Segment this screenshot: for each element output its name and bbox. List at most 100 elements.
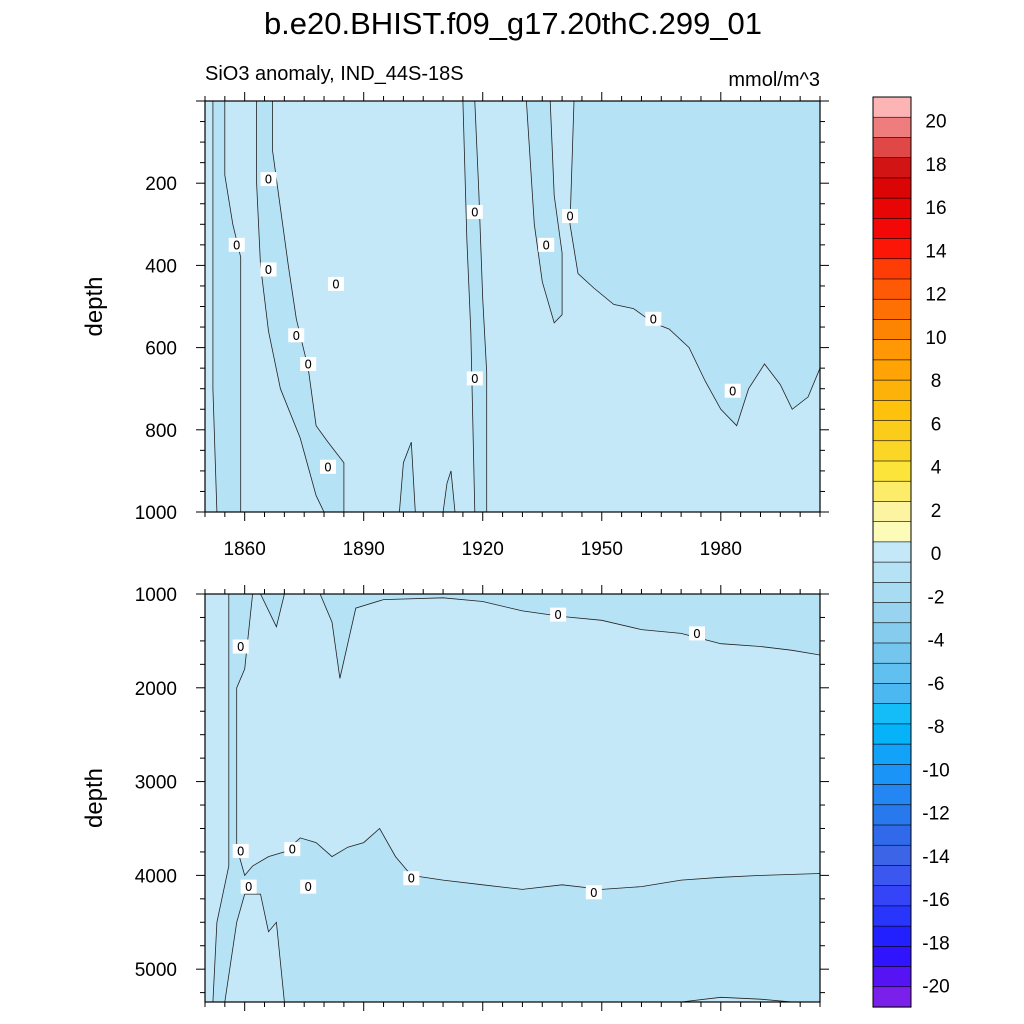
colorbar-box-42 <box>872 946 912 968</box>
y-tick-label-lower-1: 2000 <box>135 679 177 700</box>
colorbar-label-19: -18 <box>922 933 949 954</box>
colorbar-label-14: -8 <box>928 717 945 738</box>
colorbar-box-32 <box>872 743 912 765</box>
colorbar-label-11: -2 <box>928 587 945 608</box>
colorbar-box-20 <box>872 501 912 523</box>
chart-title: b.e20.BHIST.f09_g17.20thC.299_01 <box>264 6 762 41</box>
colorbar-box-4 <box>872 177 912 199</box>
svg-text:0: 0 <box>408 872 416 886</box>
colorbar-box-9 <box>872 278 912 300</box>
colorbar-box-14 <box>872 379 912 401</box>
colorbar-label-9: 2 <box>931 501 942 522</box>
colorbar-box-44 <box>872 986 912 1008</box>
colorbar-box-37 <box>872 844 912 867</box>
negative-region-upper-4 <box>462 101 488 512</box>
colorbar-box-43 <box>872 966 912 988</box>
contour-label-lower-2: 0 <box>232 843 249 858</box>
colorbar-box-13 <box>872 359 912 381</box>
colorbar-box-15 <box>872 400 912 422</box>
colorbar-label-20: -20 <box>922 977 949 998</box>
colorbar-box-8 <box>872 258 912 280</box>
colorbar-label-12: -4 <box>928 631 945 652</box>
y-tick-label-upper-3: 800 <box>145 421 177 442</box>
contour-label-lower-4: 0 <box>300 879 317 894</box>
colorbar-box-3 <box>872 157 912 179</box>
colorbar-box-19 <box>872 480 912 503</box>
colorbar-label-1: 18 <box>925 155 946 176</box>
svg-text:0: 0 <box>542 238 550 252</box>
x-tick-label-1: 1890 <box>343 539 385 560</box>
svg-text:0: 0 <box>265 173 273 187</box>
contour-label-upper-2: 0 <box>260 262 277 277</box>
colorbar-label-2: 16 <box>925 198 946 219</box>
svg-text:0: 0 <box>693 627 701 641</box>
contour-label-upper-11: 0 <box>724 383 741 398</box>
colorbar-label-8: 4 <box>931 458 942 479</box>
colorbar-box-5 <box>872 197 912 219</box>
svg-text:0: 0 <box>729 384 737 398</box>
colorbar-label-15: -10 <box>922 760 949 781</box>
svg-text:0: 0 <box>650 312 658 326</box>
contour-label-lower-0: 0 <box>232 639 249 654</box>
colorbar-box-23 <box>872 561 912 583</box>
y-tick-label-upper-1: 400 <box>145 256 177 277</box>
colorbar-box-18 <box>872 460 912 482</box>
svg-text:0: 0 <box>292 329 300 343</box>
colorbar-box-6 <box>872 218 912 240</box>
contour-label-lower-1: 0 <box>284 842 301 857</box>
y-tick-label-lower-2: 3000 <box>135 773 177 794</box>
colorbar-box-38 <box>872 865 912 887</box>
colorbar-label-5: 10 <box>925 328 946 349</box>
contour-label-lower-6: 0 <box>585 885 602 900</box>
colorbar-box-1 <box>872 116 912 139</box>
panel-lower: 0 0 0 0 0 0 0 0 0 1000 2000 3000 4000 5000 depth <box>81 585 829 1011</box>
y-tick-label-upper-4: 1000 <box>135 503 177 524</box>
y-tick-label-upper-0: 200 <box>145 174 177 195</box>
colorbar-box-27 <box>872 642 912 664</box>
contour-label-lower-8: 0 <box>689 626 705 641</box>
contour-label-upper-9: 0 <box>466 371 483 386</box>
colorbar-box-25 <box>872 602 912 624</box>
negative-region-upper-5 <box>525 101 563 324</box>
contour-label-lower-7: 0 <box>550 607 567 622</box>
svg-text:0: 0 <box>324 460 332 474</box>
colorbar-box-34 <box>872 784 912 806</box>
svg-text:0: 0 <box>590 886 598 900</box>
negative-region-upper-3 <box>442 470 456 512</box>
y-axis-label-upper: depth <box>81 276 108 336</box>
panel-frame-lower <box>204 593 821 1003</box>
colorbar-label-16: -12 <box>922 804 949 825</box>
contour-label-lower-5: 0 <box>403 871 420 886</box>
colorbar-box-21 <box>872 521 912 543</box>
contour-label-upper-1: 0 <box>260 172 277 187</box>
contour-label-upper-10: 0 <box>645 311 662 326</box>
contour-label-upper-4: 0 <box>466 204 483 219</box>
negative-region-lower-0 <box>212 594 820 1002</box>
contour-label-upper-12: 0 <box>320 459 336 474</box>
colorbar-box-0 <box>872 96 912 118</box>
colorbar-box-31 <box>872 723 912 745</box>
svg-text:0: 0 <box>288 843 296 857</box>
y-tick-label-upper-2: 600 <box>145 339 177 360</box>
colorbar-box-40 <box>872 905 912 927</box>
svg-text:0: 0 <box>471 372 479 386</box>
contour-label-upper-6: 0 <box>562 209 579 224</box>
svg-text:0: 0 <box>566 210 574 224</box>
y-axis-label-lower: depth <box>81 768 108 828</box>
chart-subtitle: SiO3 anomaly, IND_44S-18S <box>205 63 464 85</box>
svg-text:0: 0 <box>265 263 273 277</box>
colorbar-box-22 <box>872 541 912 563</box>
svg-text:0: 0 <box>237 640 245 654</box>
colorbar-label-13: -6 <box>928 674 945 695</box>
x-tick-label-3: 1950 <box>581 539 623 560</box>
svg-text:0: 0 <box>237 844 245 858</box>
contour-label-upper-0: 0 <box>228 237 245 252</box>
x-tick-label-4: 1980 <box>700 539 742 560</box>
negative-region-upper-0 <box>212 101 242 512</box>
svg-text:0: 0 <box>304 880 312 894</box>
svg-text:0: 0 <box>245 880 253 894</box>
colorbar-box-33 <box>872 764 912 786</box>
colorbar-label-17: -14 <box>922 847 950 868</box>
colorbar-box-7 <box>872 238 912 260</box>
